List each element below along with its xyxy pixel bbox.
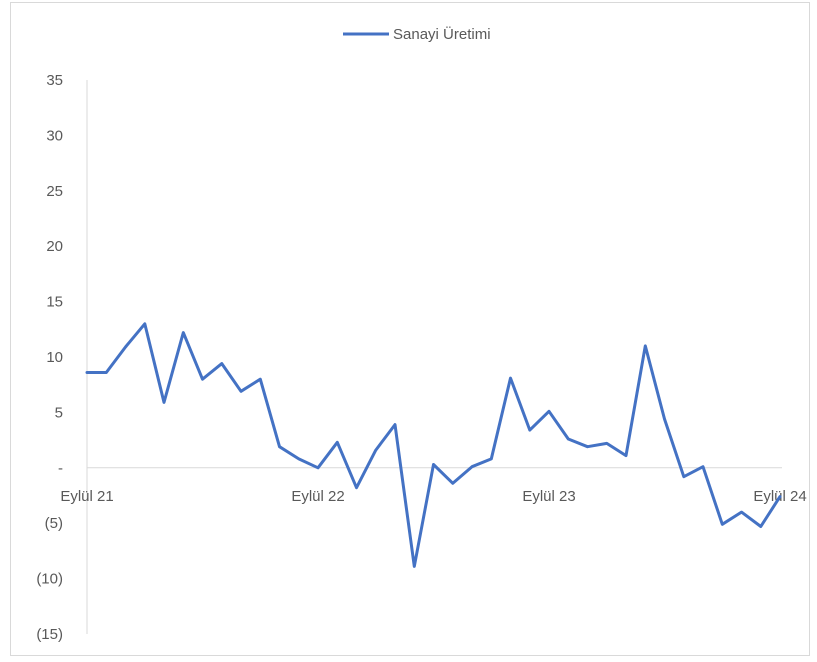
y-tick-label: 35 — [46, 72, 63, 89]
legend-label-sanayi-uretimi: Sanayi Üretimi — [393, 25, 491, 43]
chart-area: Sanayi Üretimi 35 30 25 20 15 10 5 - (5) (10) (15)… — [10, 2, 810, 656]
series-line-sanayi-uretimi — [85, 322, 782, 568]
legend: Sanayi Üretimi — [343, 25, 491, 43]
y-tick-label: 10 — [46, 349, 63, 366]
y-tick-label: 30 — [46, 127, 63, 144]
y-tick-label: 15 — [46, 294, 63, 311]
series-group — [85, 322, 782, 568]
x-tick-label: Eylül 22 — [291, 488, 344, 505]
axes — [86, 80, 782, 634]
y-tick-label: (5) — [45, 515, 63, 532]
y-tick-label: 25 — [46, 183, 63, 200]
x-tick-label: Eylül 23 — [522, 488, 575, 505]
line-chart: Sanayi Üretimi 35 30 25 20 15 10 5 - (5) (10) (15)… — [36, 25, 806, 643]
x-tick-labels: Eylül 21 Eylül 22 Eylül 23 Eylül 24 — [60, 488, 806, 505]
x-tick-label: Eylül 21 — [60, 488, 113, 505]
y-tick-label: (15) — [36, 626, 63, 643]
y-tick-label: - — [58, 460, 63, 477]
y-tick-label: 20 — [46, 238, 63, 255]
y-tick-labels: 35 30 25 20 15 10 5 - (5) (10) (15) — [36, 72, 63, 643]
y-tick-label: 5 — [55, 404, 63, 421]
y-tick-label: (10) — [36, 571, 63, 588]
